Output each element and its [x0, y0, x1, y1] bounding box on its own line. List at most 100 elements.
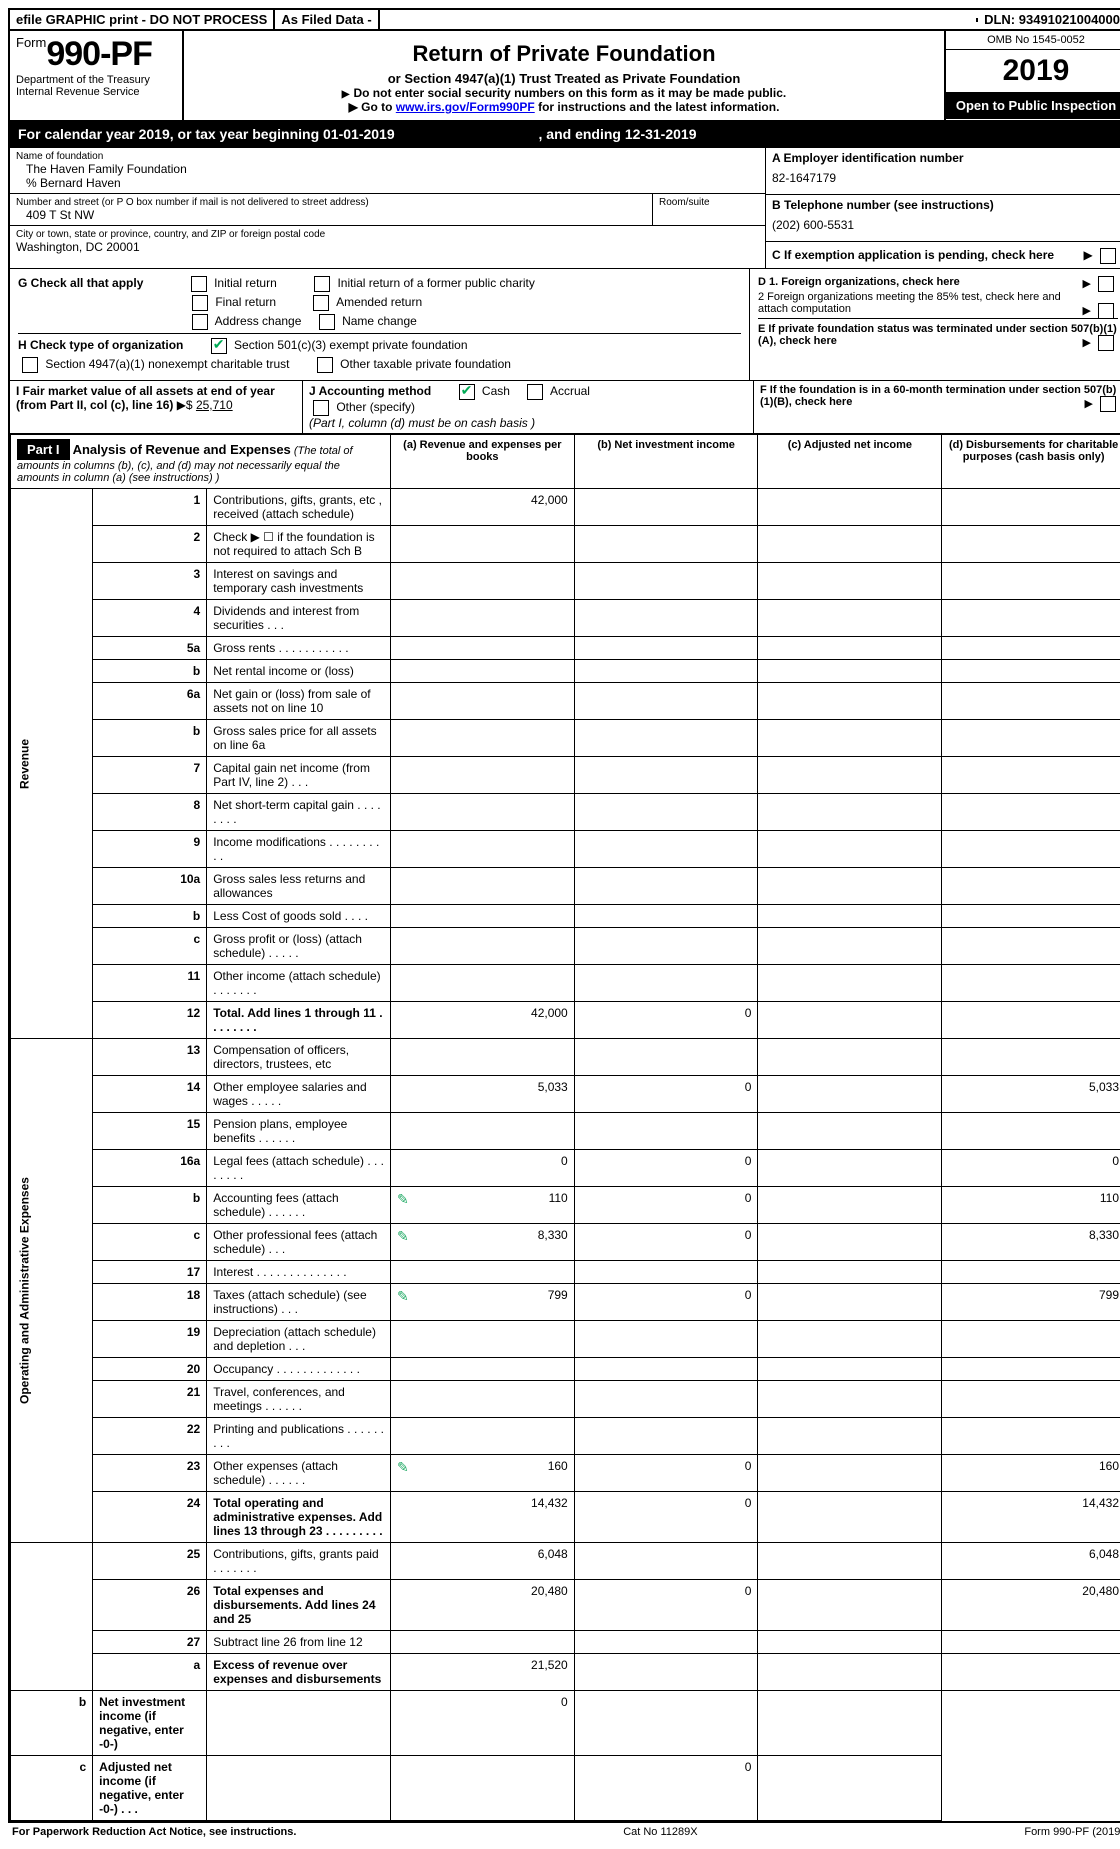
table-row: 24Total operating and administrative exp…: [11, 1492, 1120, 1543]
h-row2: Section 4947(a)(1) nonexempt charitable …: [18, 357, 741, 373]
h-other-taxable-chk[interactable]: [317, 357, 333, 373]
amount-cell: [574, 1039, 758, 1076]
attachment-icon[interactable]: ✎: [397, 1459, 409, 1476]
j-cash-chk[interactable]: [459, 384, 475, 400]
footer: For Paperwork Reduction Act Notice, see …: [8, 1823, 1120, 1841]
line-description: Total. Add lines 1 through 11 . . . . . …: [207, 1002, 391, 1039]
amount-cell: [390, 1631, 574, 1654]
part1-body: Revenue1Contributions, gifts, grants, et…: [11, 489, 1120, 1821]
amount-cell: [758, 1756, 942, 1821]
g-initial-return-chk[interactable]: [191, 276, 207, 292]
line-description: Printing and publications . . . . . . . …: [207, 1418, 391, 1455]
amount-cell: [390, 1261, 574, 1284]
attachment-icon[interactable]: ✎: [397, 1228, 409, 1245]
amount-cell: [574, 905, 758, 928]
d1-chk[interactable]: [1098, 276, 1114, 292]
amount-cell: ✎110: [390, 1187, 574, 1224]
line-number: 12: [93, 1002, 207, 1039]
city-label: City or town, state or province, country…: [16, 229, 759, 240]
table-row: 16aLegal fees (attach schedule) . . . . …: [11, 1150, 1120, 1187]
amount-cell: [390, 1418, 574, 1455]
table-row: 11Other income (attach schedule) . . . .…: [11, 965, 1120, 1002]
d2-chk[interactable]: [1098, 303, 1114, 319]
amount-cell: [574, 965, 758, 1002]
c-checkbox[interactable]: [1100, 248, 1116, 264]
d2-row: 2 Foreign organizations meeting the 85% …: [758, 291, 1118, 315]
j-note: (Part I, column (d) must be on cash basi…: [309, 416, 747, 430]
attachment-icon[interactable]: ✎: [397, 1191, 409, 1208]
amount-cell: [574, 1381, 758, 1418]
amount-cell: [758, 683, 942, 720]
section-d-e-f: D 1. Foreign organizations, check here▶ …: [749, 269, 1120, 380]
amount-cell: [758, 1284, 942, 1321]
amount-cell: [390, 794, 574, 831]
amount-cell: [574, 489, 758, 526]
table-row: 19Depreciation (attach schedule) and dep…: [11, 1321, 1120, 1358]
amount-cell: [390, 563, 574, 600]
dln-value: 93491021004000: [1019, 12, 1120, 27]
g-final-return-chk[interactable]: [192, 295, 208, 311]
e-chk[interactable]: [1098, 335, 1114, 351]
amount-cell: [942, 683, 1120, 720]
amount-cell: [942, 868, 1120, 905]
g-row2: Final return Amended return: [18, 295, 741, 311]
amount-cell: ✎160: [390, 1455, 574, 1492]
amount-cell: [758, 794, 942, 831]
h-501c3-chk[interactable]: [211, 338, 227, 354]
amount-cell: [942, 1321, 1120, 1358]
table-row: 12Total. Add lines 1 through 11 . . . . …: [11, 1002, 1120, 1039]
line-number: 27: [93, 1631, 207, 1654]
fmv-amount: 25,710: [196, 398, 233, 412]
g-former-charity-chk[interactable]: [314, 276, 330, 292]
ein-field: A Employer identification number 82-1647…: [766, 148, 1120, 195]
amount-cell: [390, 1039, 574, 1076]
amount-cell: [574, 868, 758, 905]
amount-cell: [758, 1039, 942, 1076]
amount-cell: 0: [390, 1150, 574, 1187]
g-amended-chk[interactable]: [313, 295, 329, 311]
room-suite: Room/suite: [653, 194, 765, 225]
amount-cell: [758, 1150, 942, 1187]
j-other-chk[interactable]: [313, 400, 329, 416]
line-number: 14: [93, 1076, 207, 1113]
table-row: bAccounting fees (attach schedule) . . .…: [11, 1187, 1120, 1224]
amount-cell: [758, 1543, 942, 1580]
amount-cell: 0: [942, 1150, 1120, 1187]
amount-cell: [574, 720, 758, 757]
dln: DLN: 93491021004000: [978, 10, 1120, 29]
amount-cell: [942, 1381, 1120, 1418]
amount-cell: [758, 1076, 942, 1113]
amount-cell: [758, 1113, 942, 1150]
line-number: b: [11, 1691, 93, 1756]
attachment-icon[interactable]: ✎: [397, 1288, 409, 1305]
form-number: Form990-PF: [16, 35, 176, 74]
line-description: Gross rents . . . . . . . . . . .: [207, 637, 391, 660]
f-chk[interactable]: [1100, 396, 1116, 412]
amount-cell: [942, 757, 1120, 794]
part1-header-row: Part I Analysis of Revenue and Expenses …: [11, 435, 1120, 489]
line-number: b: [93, 660, 207, 683]
table-row: 5aGross rents . . . . . . . . . . .: [11, 637, 1120, 660]
amount-cell: [390, 1381, 574, 1418]
g-opt-4: Address change: [215, 314, 302, 328]
addr-label: Number and street (or P O box number if …: [16, 197, 646, 208]
h-opt2: Section 4947(a)(1) nonexempt charitable …: [45, 357, 289, 371]
amount-cell: 0: [574, 1756, 758, 1821]
g-name-change-chk[interactable]: [319, 314, 335, 330]
amount-cell: [574, 637, 758, 660]
line-description: Less Cost of goods sold . . . .: [207, 905, 391, 928]
amount-cell: [758, 1580, 942, 1631]
table-row: 17Interest . . . . . . . . . . . . . .: [11, 1261, 1120, 1284]
irs-link[interactable]: www.irs.gov/Form990PF: [396, 100, 535, 114]
note-goto-post: for instructions and the latest informat…: [535, 100, 780, 114]
header-right: OMB No 1545-0052 2019 Open to Public Ins…: [946, 31, 1120, 120]
line-description: Total expenses and disbursements. Add li…: [207, 1580, 391, 1631]
j-accrual-chk[interactable]: [527, 384, 543, 400]
amount-cell: [942, 1039, 1120, 1076]
irs: Internal Revenue Service: [16, 86, 176, 98]
g-address-change-chk[interactable]: [192, 314, 208, 330]
line-description: Net short-term capital gain . . . . . . …: [207, 794, 391, 831]
h-label: H Check type of organization: [18, 338, 183, 352]
note-goto-pre: Go to: [361, 100, 396, 114]
h-4947-chk[interactable]: [22, 357, 38, 373]
